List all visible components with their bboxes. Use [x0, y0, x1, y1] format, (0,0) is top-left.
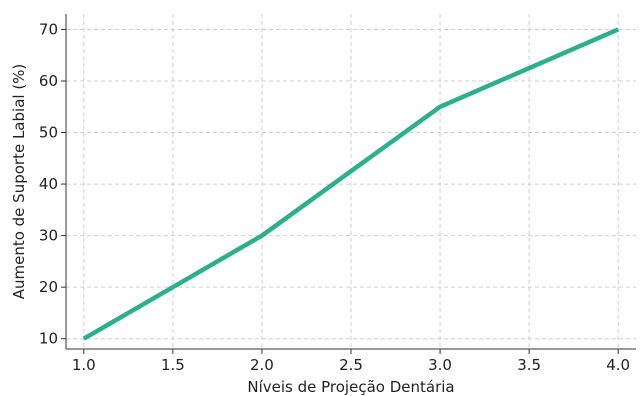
x-tick-label: 3.5 — [517, 356, 541, 374]
axes: 1.0 1.5 2.0 2.5 3.0 3.5 4.0 10 20 30 40 50 60 70 — [39, 14, 636, 374]
y-tick-label: 30 — [39, 227, 58, 245]
y-axis-label: Aumento de Suporte Labial (%) — [10, 64, 28, 300]
series-layer — [82, 27, 620, 341]
x-tick-label: 1.5 — [161, 356, 185, 374]
x-tick-label: 2.0 — [250, 356, 274, 374]
x-tick-label: 4.0 — [606, 356, 630, 374]
y-tick-label: 40 — [39, 175, 58, 193]
x-axis-label: Níveis de Projeção Dentária — [247, 378, 454, 396]
y-tick-label: 70 — [39, 20, 58, 38]
y-tick-label: 20 — [39, 278, 58, 296]
grid — [66, 14, 636, 349]
x-tick-label: 1.0 — [72, 356, 96, 374]
labels-layer: Níveis de Projeção Dentária Aumento de S… — [10, 64, 455, 396]
x-tick-label: 2.5 — [339, 356, 363, 374]
series-line — [82, 27, 620, 341]
x-tick-label: 3.0 — [428, 356, 452, 374]
y-tick-label: 50 — [39, 124, 58, 142]
y-tick-label: 10 — [39, 330, 58, 348]
y-tick-label: 60 — [39, 72, 58, 90]
